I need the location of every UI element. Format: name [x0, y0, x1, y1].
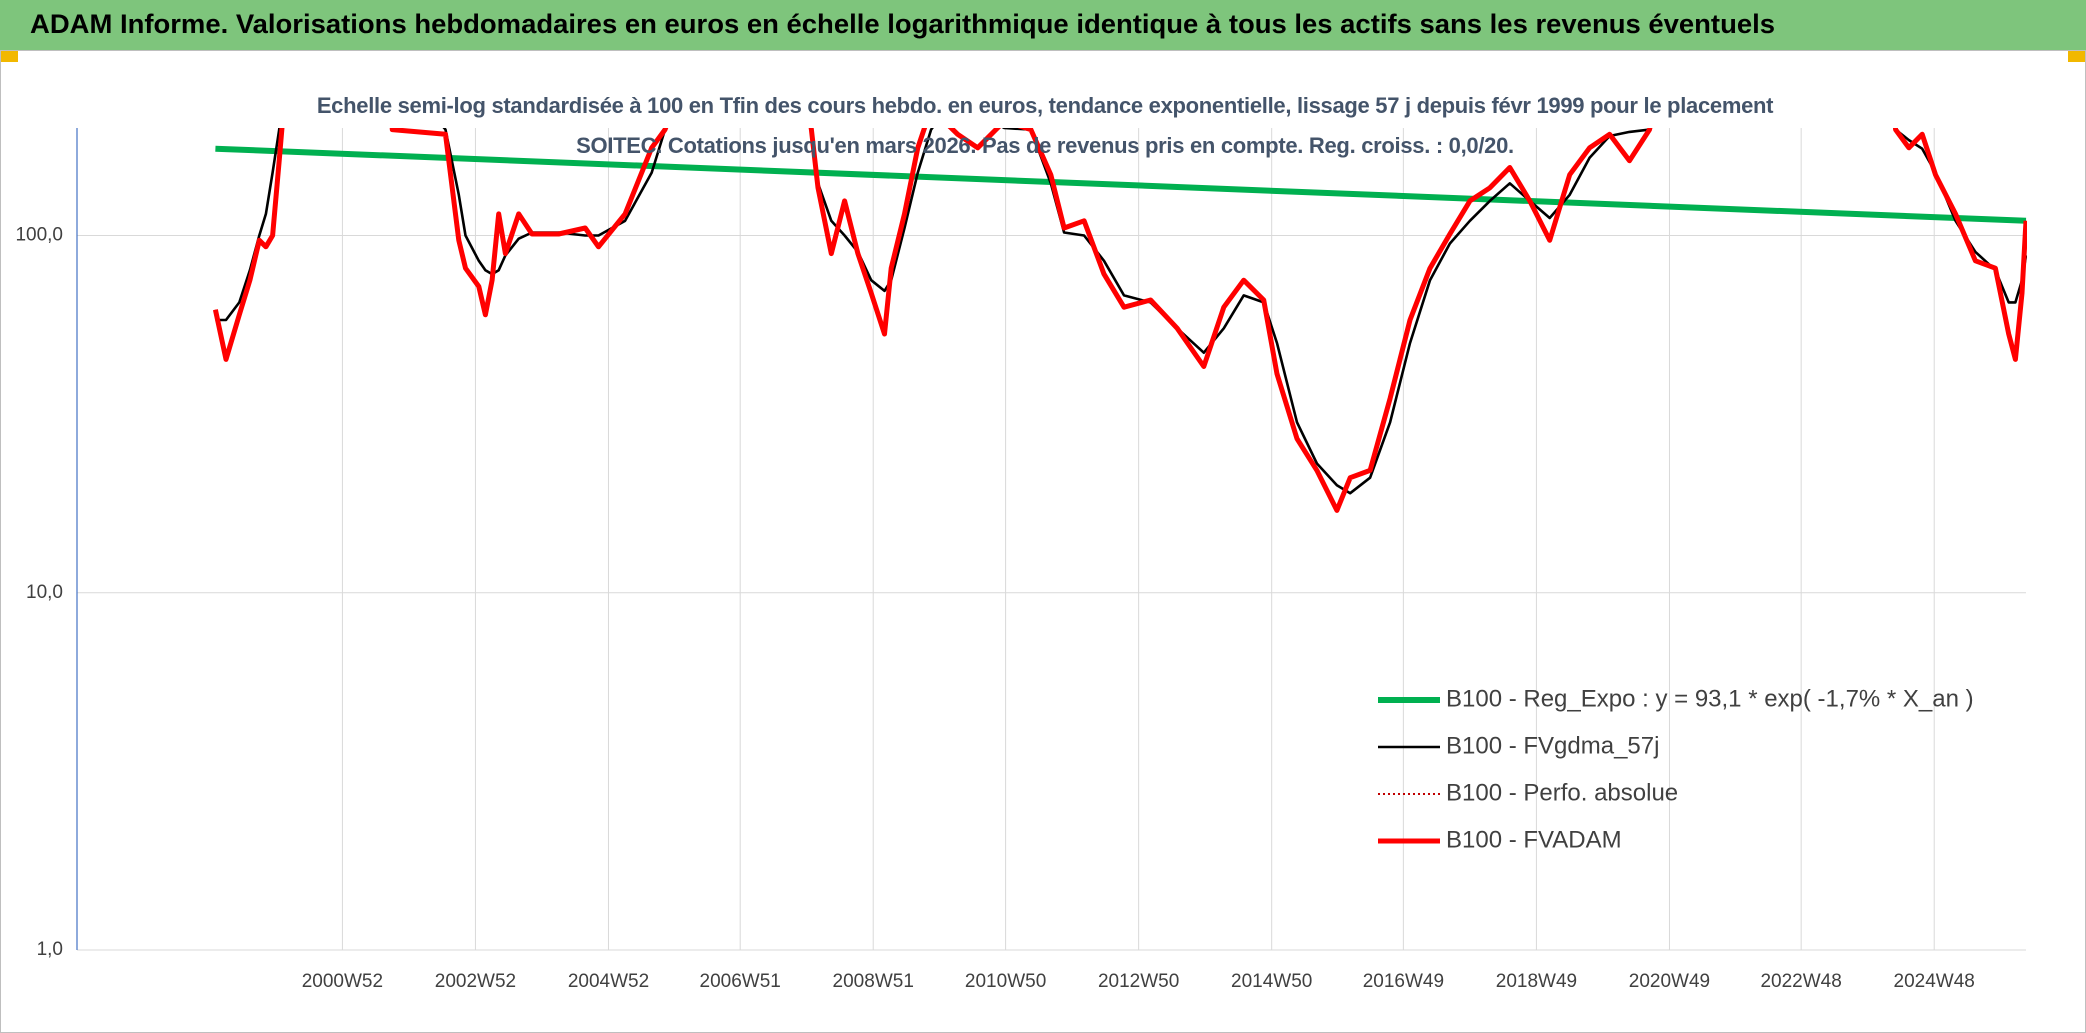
- legend-label: B100 - Perfo. absolue: [1446, 779, 1678, 806]
- x-tick-label: 2010W50: [965, 971, 1046, 992]
- x-tick-label: 2006W51: [700, 971, 781, 992]
- x-tick-label: 2002W52: [435, 971, 516, 992]
- y-tick-label: 10,0: [26, 582, 63, 603]
- x-tick-label: 2024W48: [1894, 971, 1975, 992]
- header-bar: [0, 0, 2086, 50]
- series-line: [215, 145, 2027, 224]
- x-tick-label: 2012W50: [1098, 971, 1179, 992]
- series-line: [212, 128, 2027, 513]
- legend-label: B100 - FVgdma_57j: [1446, 732, 1659, 759]
- x-tick-label: 2014W50: [1231, 971, 1312, 992]
- x-tick-label: 2022W48: [1760, 971, 1841, 992]
- x-tick-label: 2016W49: [1363, 971, 1444, 992]
- x-tick-label: 2000W52: [302, 971, 383, 992]
- legend-label: B100 - Reg_Expo : y = 93,1 * exp( -1,7% …: [1446, 685, 1974, 712]
- y-tick-label: 1,0: [37, 939, 63, 960]
- y-tick-label: 100,0: [15, 225, 63, 246]
- chart-subtitle: Echelle semi-log standardisée à 100 en T…: [316, 93, 1774, 158]
- corner: [2068, 50, 2086, 62]
- x-tick-label: 2020W49: [1629, 971, 1710, 992]
- x-tick-label: 2004W52: [568, 971, 649, 992]
- corner: [0, 50, 18, 62]
- x-tick-label: 2018W49: [1496, 971, 1577, 992]
- chart-title: ADAM Informe. Valorisations hebdomadaire…: [30, 9, 1775, 39]
- x-tick-label: 2008W51: [833, 971, 914, 992]
- legend-label: B100 - FVADAM: [1446, 826, 1622, 853]
